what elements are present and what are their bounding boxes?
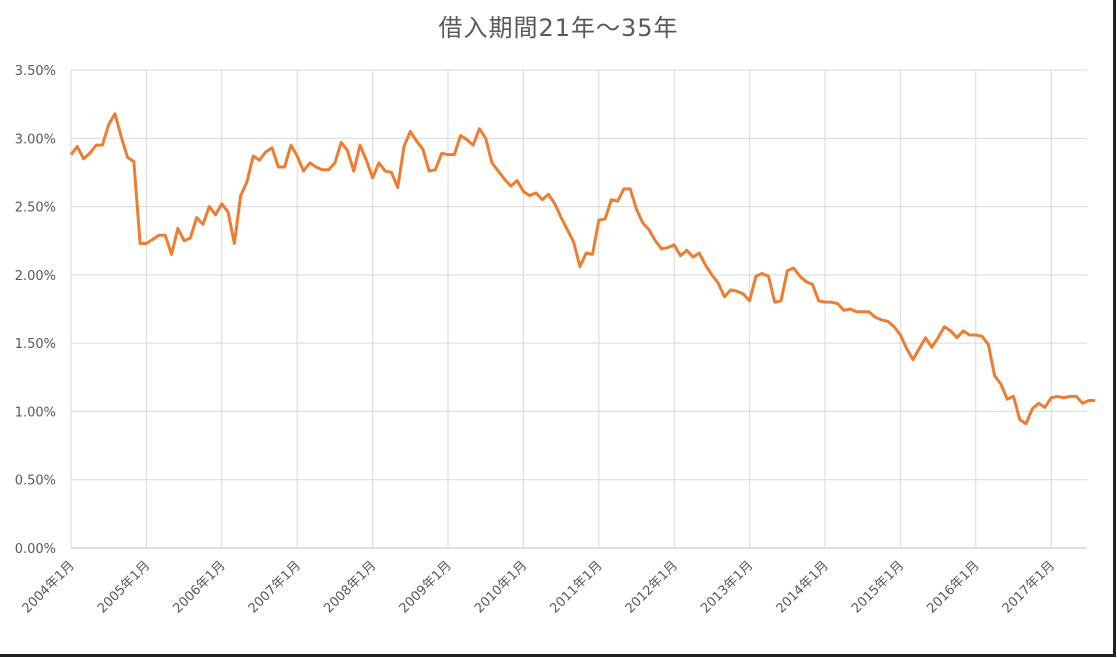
x-tick-label: 2006年1月 [170, 558, 228, 616]
x-tick-label: 2016年1月 [924, 558, 982, 616]
y-tick-label: 3.50% [15, 64, 56, 79]
x-tick-label: 2008年1月 [321, 558, 379, 616]
x-tick-label: 2012年1月 [623, 558, 681, 616]
x-axis-tick-labels: 2004年1月 2005年1月 2006年1月 2007年1月 2008年1月 2009年… [20, 558, 1058, 616]
series-line-rate [69, 112, 1096, 426]
x-tick-label: 2013年1月 [698, 558, 756, 616]
y-tick-label: 1.00% [15, 405, 56, 420]
x-tick-label: 2007年1月 [246, 558, 304, 616]
x-tick-label: 2004年1月 [20, 558, 78, 616]
y-axis-tick-labels: 0.00% 0.50% 1.00% 1.50% 2.00% 2.50% 3.00% 3.50% [15, 64, 56, 557]
y-tick-label: 2.50% [15, 201, 56, 216]
x-tick-label: 2015年1月 [849, 558, 907, 616]
y-tick-label: 1.50% [15, 337, 56, 352]
x-tick-label: 2009年1月 [397, 558, 455, 616]
x-tick-label: 2014年1月 [774, 558, 832, 616]
chart-title: 借入期間21年～35年 [438, 14, 679, 42]
x-tick-label: 2017年1月 [1000, 558, 1058, 616]
x-tick-label: 2011年1月 [547, 558, 605, 616]
grid-lines [70, 69, 1087, 549]
x-tick-label: 2005年1月 [95, 558, 153, 616]
y-tick-label: 2.00% [15, 269, 56, 284]
y-tick-label: 0.00% [15, 542, 56, 557]
y-tick-label: 0.50% [15, 474, 56, 489]
y-tick-label: 3.00% [15, 132, 56, 147]
x-tick-label: 2010年1月 [472, 558, 530, 616]
